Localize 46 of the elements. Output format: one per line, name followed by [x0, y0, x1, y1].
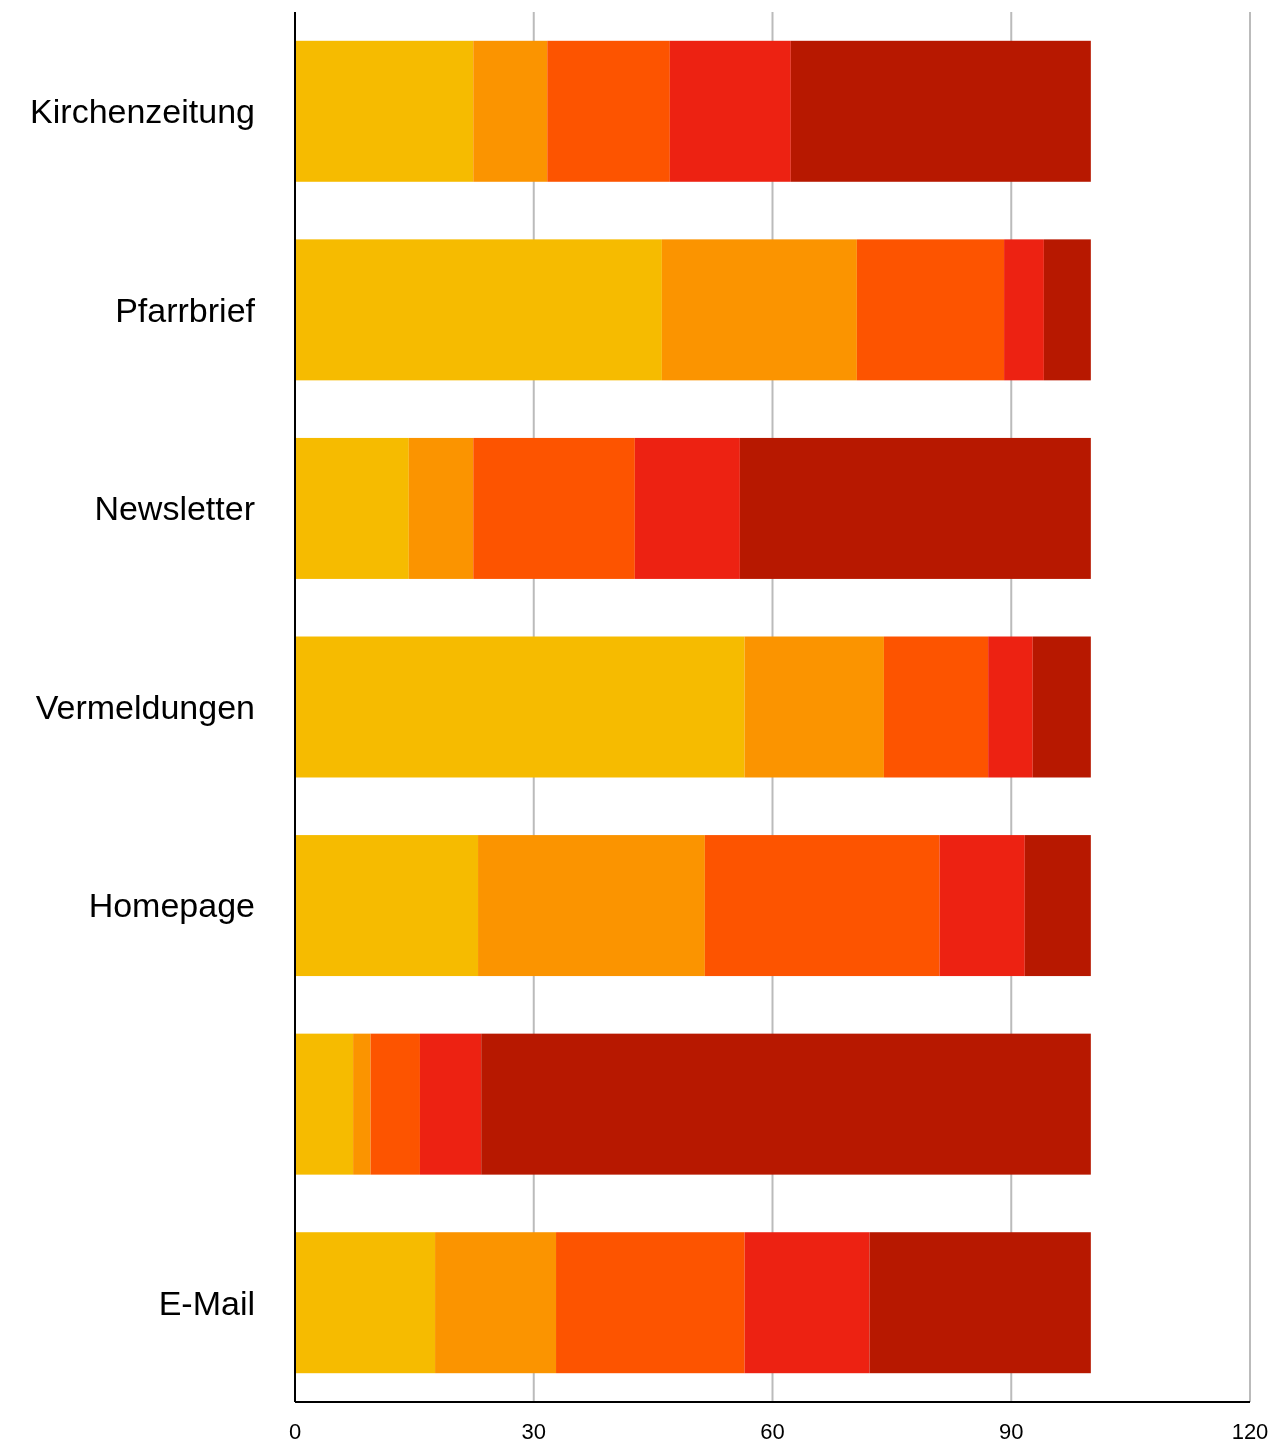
bar [295, 1033, 354, 1175]
y-tick-label: Newsletter [94, 489, 255, 528]
bar [883, 636, 989, 778]
bar [473, 437, 635, 579]
bar [939, 835, 1025, 977]
bar [295, 437, 409, 579]
x-tick-label: 0 [288, 1419, 302, 1444]
bar [419, 1033, 482, 1175]
y-tick-label: Kirchenzeitung [30, 92, 255, 131]
bar [988, 636, 1033, 778]
y-tick-label: Pfarrbrief [115, 290, 256, 329]
bar [353, 1033, 371, 1175]
bar [295, 835, 479, 977]
bar [547, 40, 670, 182]
bar [295, 636, 745, 778]
bar [1043, 239, 1091, 381]
bar [370, 1033, 420, 1175]
bar [744, 1232, 870, 1374]
bar [634, 437, 740, 579]
bar [408, 437, 474, 579]
bar [295, 40, 474, 182]
x-tick-label: 90 [999, 1419, 1024, 1444]
bar [661, 239, 857, 381]
bar [869, 1232, 1091, 1374]
bar [295, 239, 662, 381]
bar [435, 1232, 557, 1374]
bar [1004, 239, 1044, 381]
bar [739, 437, 1091, 579]
y-tick-label: Vermeldungen [35, 687, 255, 726]
bar [704, 835, 940, 977]
bar [556, 1232, 745, 1374]
bar [473, 40, 548, 182]
bar [790, 40, 1091, 182]
bar [1032, 636, 1091, 778]
bar [481, 1033, 1091, 1175]
x-tick-label: 120 [1231, 1419, 1269, 1444]
y-tick-label: E-Mail [158, 1283, 255, 1322]
bar [669, 40, 791, 182]
bar [1024, 835, 1091, 977]
bar [744, 636, 884, 778]
bar [295, 1232, 436, 1374]
x-tick-label: 30 [521, 1419, 546, 1444]
x-tick-label: 60 [760, 1419, 785, 1444]
bar [856, 239, 1005, 381]
bar [478, 835, 705, 977]
y-tick-label: Homepage [88, 886, 255, 925]
